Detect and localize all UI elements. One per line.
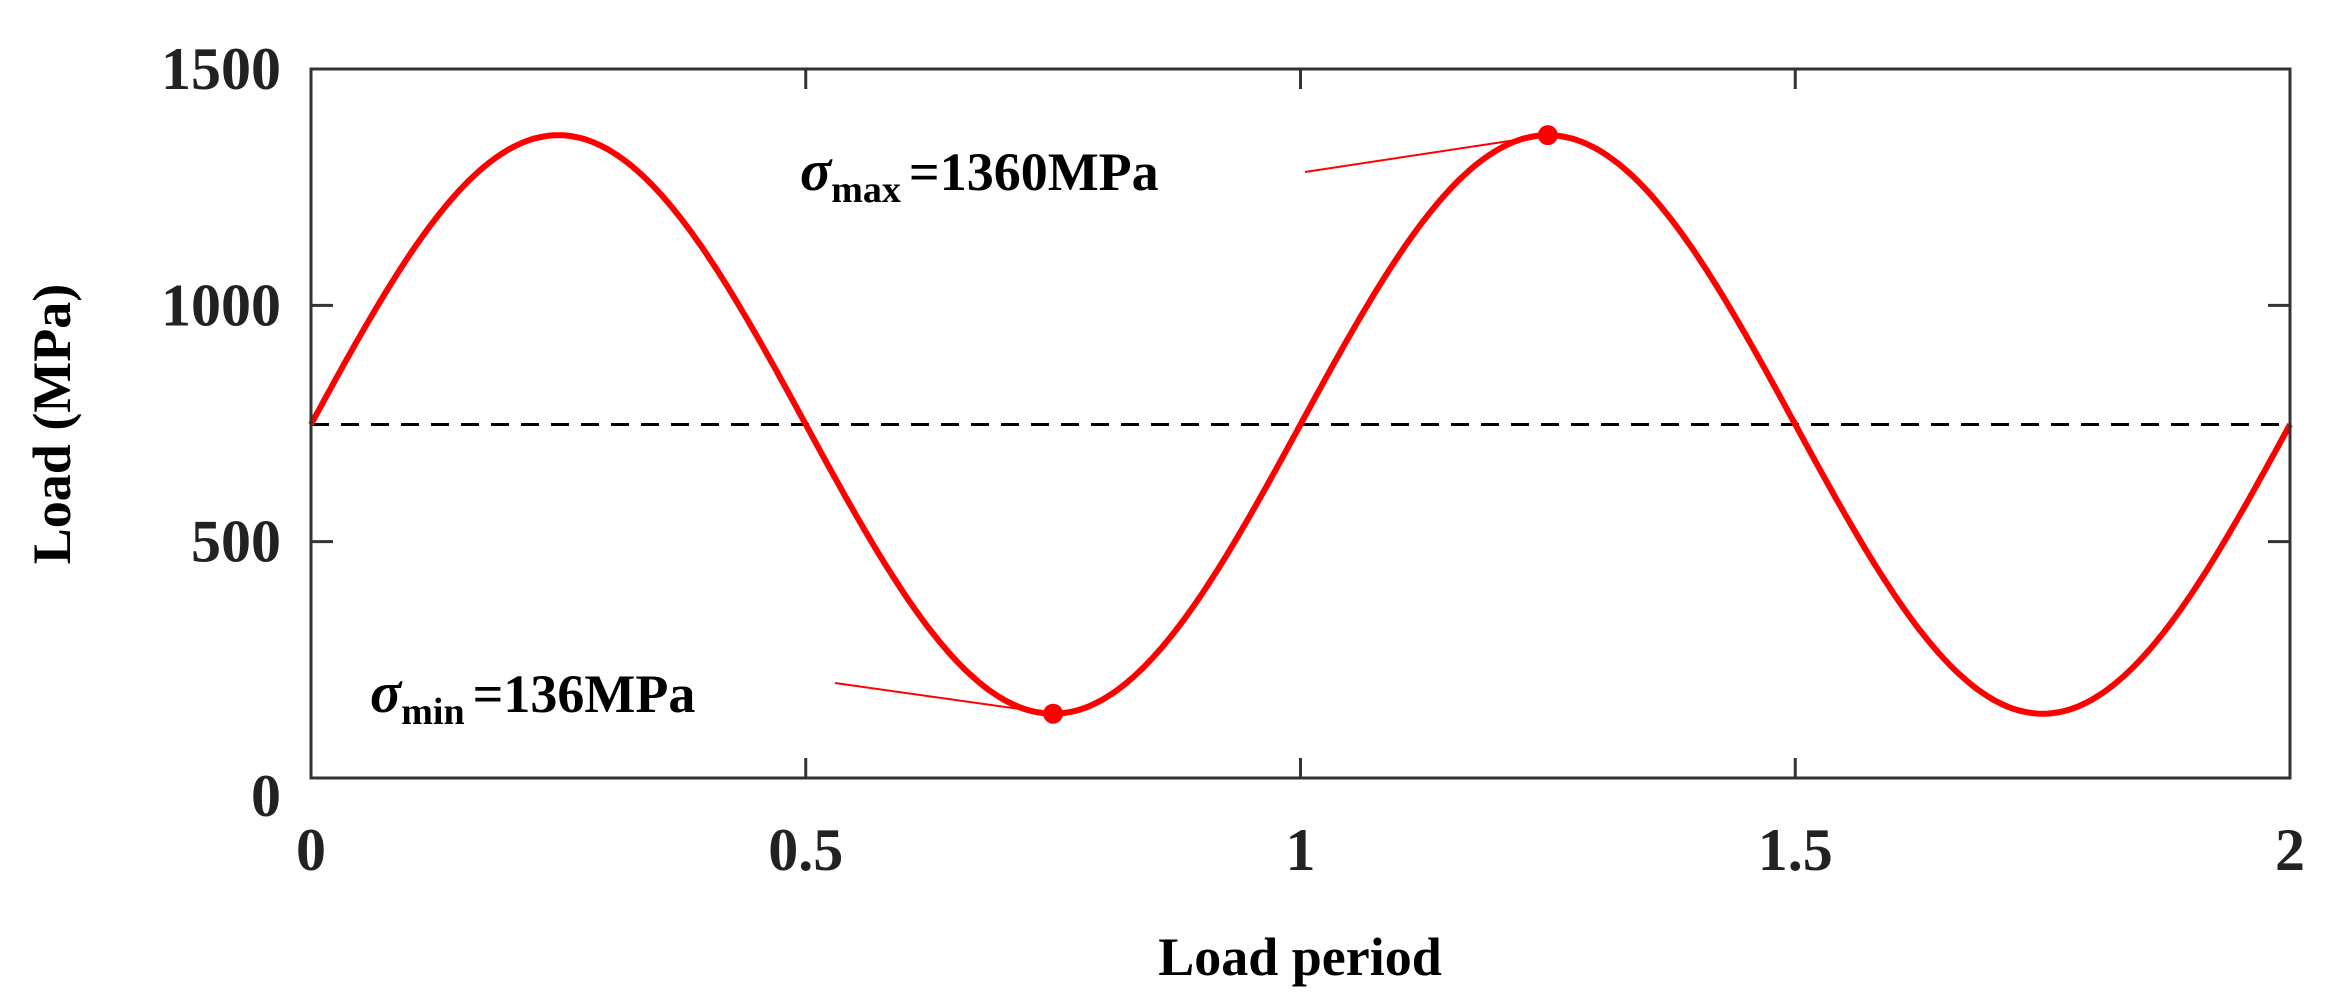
annotation-min-symbol: σ [370, 660, 403, 725]
x-tick-label: 1 [1286, 817, 1316, 883]
load-series-line [308, 132, 2293, 717]
x-axis-label: Load period [1158, 927, 1442, 987]
max-point [1537, 125, 1558, 146]
min-point [1043, 703, 1064, 724]
x-tick-label: 1.5 [1758, 817, 1833, 883]
annotation-min-text: =136MPa [473, 664, 696, 724]
y-axis-label: Load (MPa) [22, 284, 82, 564]
x-tick-label: 0.5 [768, 817, 843, 883]
annotation-min-leader [834, 682, 1054, 715]
svg-text:σmin=136MPa: σmin =136MPa [370, 660, 695, 733]
x-tick-label: 0 [296, 817, 326, 883]
y-tick-label: 1000 [161, 272, 281, 338]
y-tick-label: 0 [251, 763, 281, 829]
annotation-max-text: =1360MPa [909, 142, 1159, 202]
y-tick-label: 500 [191, 509, 281, 575]
x-tick-label: 2 [2275, 817, 2305, 883]
y-tick-label: 1500 [161, 36, 281, 102]
annotation-min-subscript: min [401, 691, 464, 733]
annotation-min: σmin =136MPa [370, 660, 695, 733]
annotation-max-subscript: max [831, 169, 901, 211]
annotation-max-symbol: σ [800, 138, 833, 203]
annotation-max-leader [1304, 134, 1549, 173]
svg-text:σmax=1360MPa: σmax =1360MPa [800, 138, 1159, 211]
annotation-max: σmax =1360MPa [800, 138, 1159, 211]
